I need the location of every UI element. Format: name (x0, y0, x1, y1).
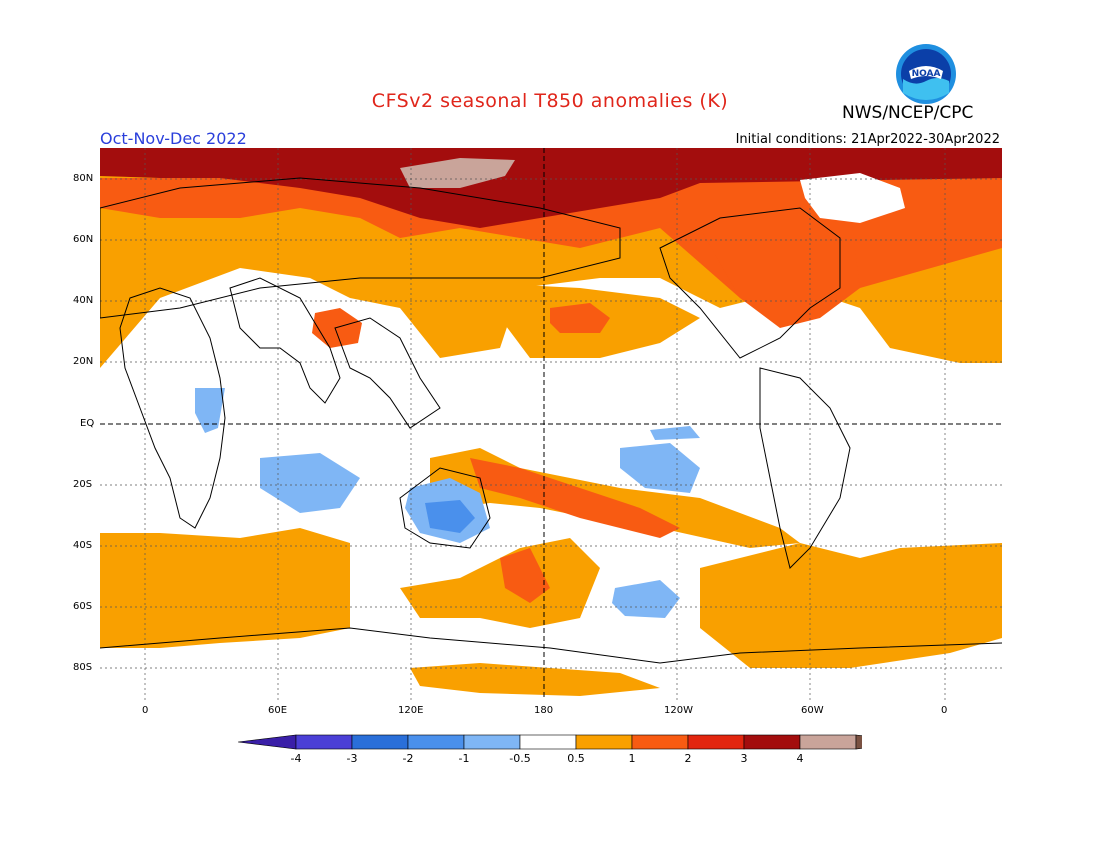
lon-label: 0 (941, 705, 948, 716)
lat-label: EQ (80, 418, 95, 429)
colorbar-tick-label: 4 (796, 752, 804, 765)
lat-label: 20S (73, 479, 93, 490)
colorbar-cell (238, 734, 297, 750)
lon-label: 120W (664, 705, 693, 716)
colorbar-tick-label: -2 (402, 752, 414, 765)
colorbar-cell (687, 734, 745, 750)
colorbar-tick-label: 0.5 (567, 752, 585, 765)
colorbar-tick-label: -0.5 (509, 752, 531, 765)
colorbar-tick-label: -4 (290, 752, 302, 765)
lat-label: 40N (73, 295, 94, 306)
colorbar-tick-label: 1 (628, 752, 636, 765)
lon-label: 120E (398, 705, 424, 716)
noaa-logo: NOAA (896, 44, 956, 104)
colorbar (238, 734, 862, 750)
colorbar-cell (799, 734, 857, 750)
lat-label: 20N (73, 356, 94, 367)
lon-label: 180 (534, 705, 554, 716)
map-title: CFSv2 seasonal T850 anomalies (K) (371, 90, 729, 112)
coastlines (100, 177, 1002, 664)
colorbar-tick-label: -1 (458, 752, 470, 765)
lon-label: 60E (268, 705, 288, 716)
colorbar-cell (351, 734, 409, 750)
lon-label: 0 (142, 705, 149, 716)
colorbar-cell (855, 734, 862, 750)
agency-label: NWS/NCEP/CPC (842, 103, 974, 123)
colorbar-cell (575, 734, 633, 750)
reference-lines (100, 148, 1002, 700)
colorbar-cell (407, 734, 465, 750)
colorbar-tick-label: 2 (684, 752, 692, 765)
colorbar-tick-label: -3 (346, 752, 358, 765)
anomaly-map (100, 148, 1002, 700)
colorbar-cell (631, 734, 689, 750)
lat-label: 40S (73, 540, 93, 551)
lon-label: 60W (801, 705, 824, 716)
lat-label: 60S (73, 601, 93, 612)
colorbar-tick-label: 3 (740, 752, 748, 765)
colorbar-cell (295, 734, 353, 750)
graticule (100, 148, 1002, 700)
anomaly-fill-blue-dark (425, 500, 475, 533)
logo-text: NOAA (912, 69, 941, 79)
anomaly-fill-blue (195, 388, 700, 618)
colorbar-cell (463, 734, 521, 750)
greenland-white (800, 173, 905, 223)
initial-conditions-label: Initial conditions: 21Apr2022-30Apr2022 (735, 132, 1000, 147)
colorbar-cell (519, 734, 577, 750)
colorbar-cell (743, 734, 801, 750)
anomaly-fill-max (400, 158, 515, 188)
lat-label: 80S (73, 662, 93, 673)
season-label: Oct-Nov-Dec 2022 (100, 129, 247, 148)
lat-label: 60N (73, 234, 94, 245)
lat-label: 80N (73, 173, 94, 184)
anomaly-fill-darkred (100, 148, 1002, 228)
